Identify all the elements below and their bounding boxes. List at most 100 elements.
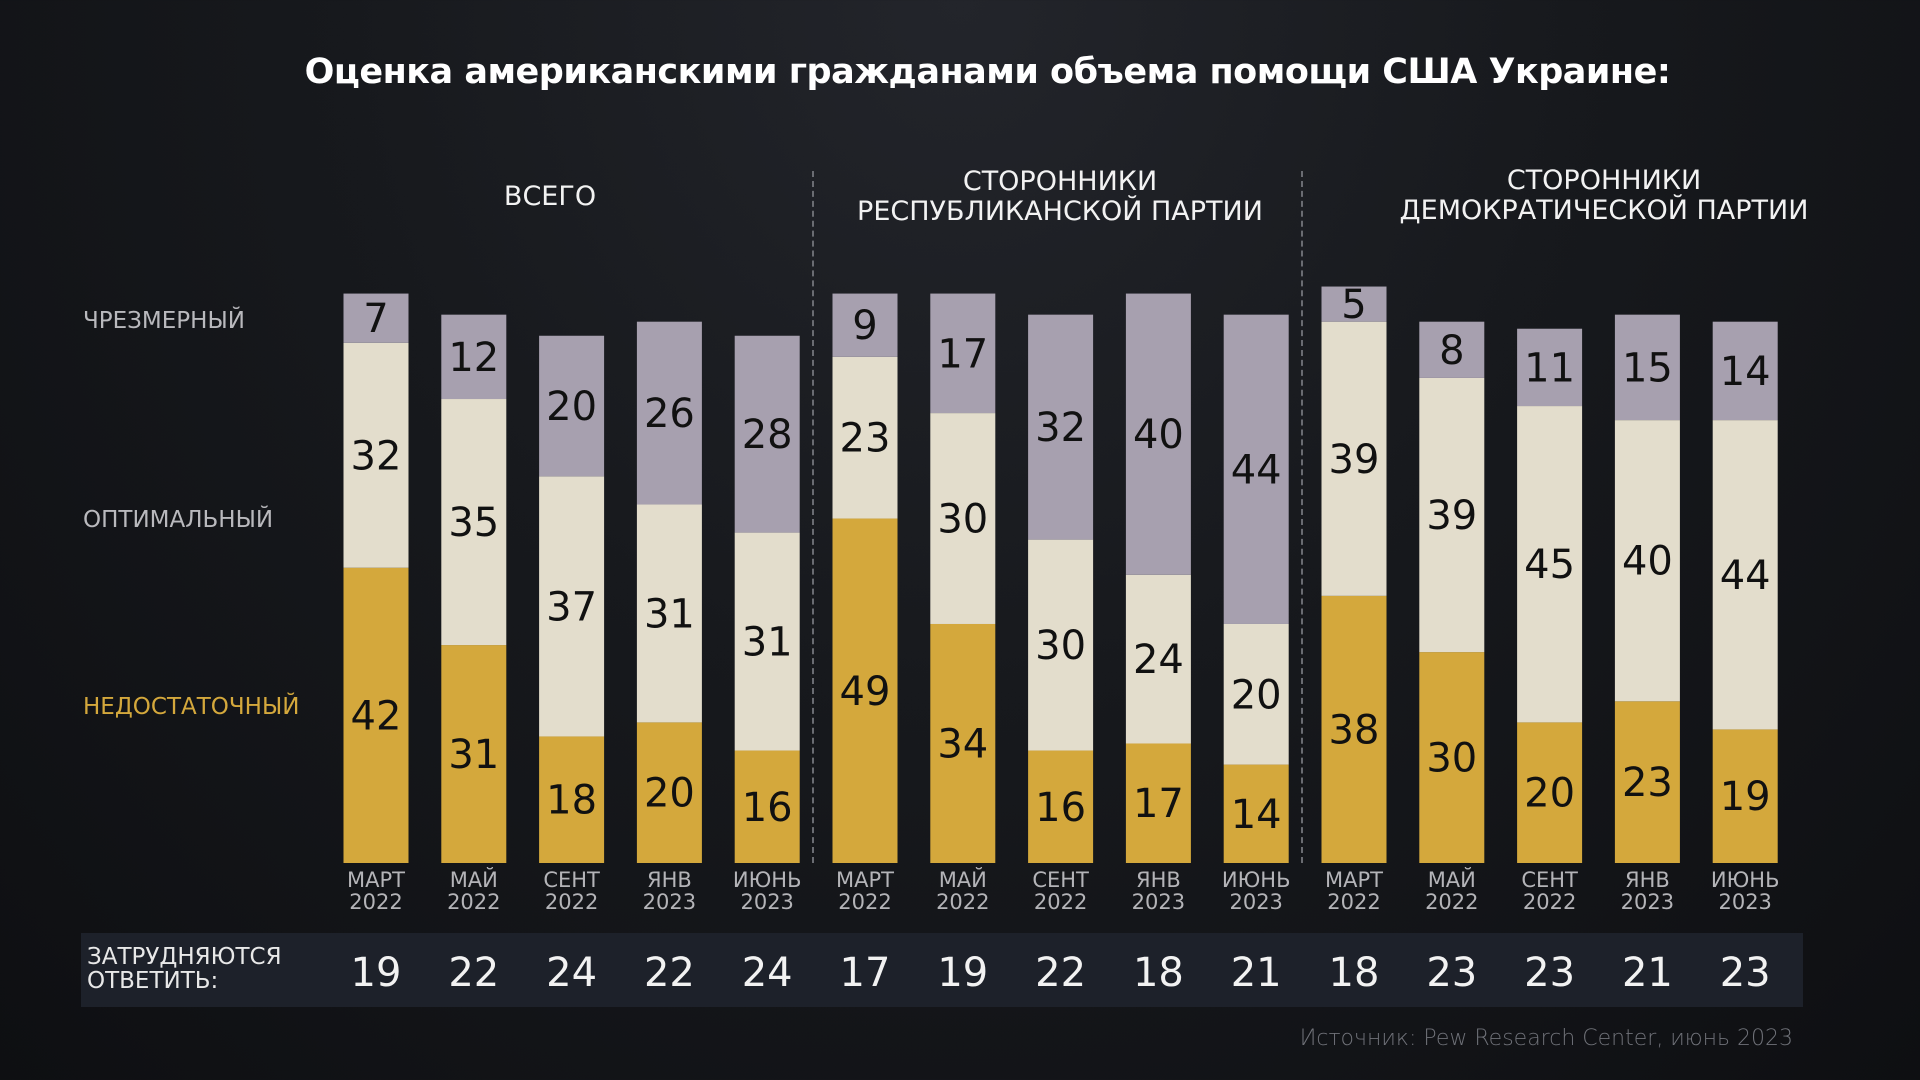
- hard-to-answer-value: 19: [937, 950, 988, 996]
- data-label: 24: [1133, 637, 1184, 683]
- data-label: 14: [1720, 349, 1771, 395]
- x-tick-label-month: МАЙ: [450, 867, 498, 892]
- data-label: 40: [1133, 412, 1184, 458]
- x-tick-label-month: МАРТ: [347, 868, 405, 892]
- hard-to-answer-value: 21: [1622, 950, 1673, 996]
- bar-segment-optimal: [1712, 420, 1778, 730]
- bar-segment-insufficient: [441, 645, 507, 863]
- hard-to-answer-value: 21: [1231, 950, 1282, 996]
- bar-segment-insufficient: [1125, 743, 1191, 863]
- bar-segment-insufficient: [930, 623, 996, 863]
- group-divider: [1301, 171, 1303, 863]
- bar-segment-excessive: [1712, 321, 1778, 421]
- data-label: 40: [1622, 539, 1673, 585]
- x-tick-label-year: 2022: [447, 890, 500, 914]
- group-header-line: ВСЕГО: [503, 181, 597, 212]
- data-label: 15: [1622, 345, 1673, 391]
- bar-segment-optimal: [1614, 420, 1680, 702]
- hard-to-answer-value: 23: [1426, 950, 1477, 996]
- x-tick-label-month: СЕНТ: [543, 868, 600, 892]
- data-label: 49: [840, 669, 891, 715]
- bar-segment-insufficient: [1223, 764, 1289, 863]
- data-label: 20: [644, 771, 695, 817]
- data-label: 16: [742, 785, 793, 831]
- x-tick-label-year: 2023: [1132, 890, 1185, 914]
- x-tick-label-year: 2023: [643, 890, 696, 914]
- bar-segment-excessive: [441, 314, 507, 400]
- bar-segment-optimal: [832, 356, 898, 519]
- x-tick-label-year: 2022: [1327, 890, 1380, 914]
- bar-segment-optimal: [930, 413, 996, 624]
- x-tick-label-year: 2022: [1425, 890, 1478, 914]
- data-label: 17: [937, 331, 988, 377]
- data-label: 34: [937, 721, 988, 767]
- data-label: 44: [1231, 447, 1282, 493]
- data-label: 32: [1035, 405, 1086, 451]
- data-label: 38: [1329, 707, 1380, 753]
- data-label: 7: [363, 296, 388, 342]
- bar-segment-excessive: [1419, 321, 1485, 378]
- data-label: 26: [644, 391, 695, 437]
- bar-segment-excessive: [930, 293, 996, 414]
- data-label: 35: [448, 500, 499, 546]
- data-label: 23: [840, 416, 891, 462]
- x-tick-label-month: ЯНВ: [1136, 868, 1181, 892]
- x-tick-label-year: 2022: [349, 890, 402, 914]
- x-tick-label-year: 2022: [1034, 890, 1087, 914]
- hard-to-answer-value: 18: [1329, 950, 1380, 996]
- data-label: 16: [1035, 785, 1086, 831]
- x-tick-label-month: ИЮНЬ: [1222, 868, 1291, 892]
- bar-segment-insufficient: [343, 567, 409, 863]
- bar-segment-optimal: [343, 342, 409, 568]
- hard-to-answer-value: 24: [742, 950, 793, 996]
- data-label: 32: [351, 433, 402, 479]
- data-label: 23: [1622, 760, 1673, 806]
- data-label: 28: [742, 412, 793, 458]
- hard-to-answer-value: 22: [644, 950, 695, 996]
- x-tick-label-month: МАРТ: [836, 868, 894, 892]
- data-label: 31: [644, 591, 695, 637]
- bar-segment-optimal: [1125, 574, 1191, 744]
- group-header-democrats: СТОРОННИКИ ДЕМОКРАТИЧЕСКОЙ ПАРТИИ: [1400, 166, 1809, 226]
- bar-segment-insufficient: [539, 736, 605, 863]
- bar-segment-excessive: [1321, 286, 1387, 322]
- bar-segment-optimal: [1223, 623, 1289, 765]
- source-note: Источник: Pew Research Center, июнь 2023: [1299, 1026, 1793, 1051]
- hard-to-answer-value: 23: [1524, 950, 1575, 996]
- data-label: 45: [1524, 542, 1575, 588]
- group-header-line: РЕСПУБЛИКАНСКОЙ ПАРТИИ: [857, 196, 1263, 227]
- hard-to-answer-value: 19: [351, 950, 402, 996]
- x-tick-label-month: ИЮНЬ: [1711, 868, 1780, 892]
- x-tick-label-year: 2022: [545, 890, 598, 914]
- hard-to-answer-value: 22: [1035, 950, 1086, 996]
- bar-segment-optimal: [1419, 377, 1485, 653]
- band-label-line: ЗАТРУДНЯЮТСЯ: [87, 944, 282, 970]
- x-tick-label-year: 2023: [1718, 890, 1771, 914]
- data-label: 18: [546, 778, 597, 824]
- chart-title: Оценка американскими гражданами объема п…: [304, 52, 1671, 92]
- x-tick-label-month: МАРТ: [1325, 868, 1383, 892]
- bar-segment-excessive: [734, 335, 800, 533]
- data-label: 30: [1035, 623, 1086, 669]
- bar-segment-excessive: [1223, 314, 1289, 624]
- bar-segment-optimal: [1028, 539, 1094, 751]
- x-tick-label-month: СЕНТ: [1032, 868, 1089, 892]
- bar-segment-optimal: [441, 399, 507, 646]
- group-header-line: ДЕМОКРАТИЧЕСКОЙ ПАРТИИ: [1399, 195, 1809, 226]
- band-label-line: ОТВЕТИТЬ:: [87, 968, 219, 994]
- bar-segment-insufficient: [1712, 729, 1778, 863]
- bar-segment-optimal: [636, 504, 702, 723]
- data-label: 37: [546, 584, 597, 630]
- row-label-optimal: ОПТИМАЛЬНЫЙ: [83, 507, 274, 533]
- bar-segment-excessive: [343, 293, 409, 343]
- bar-segment-insufficient: [1028, 750, 1094, 863]
- x-tick-label-month: ИЮНЬ: [733, 868, 802, 892]
- bar-segment-optimal: [1321, 321, 1387, 596]
- data-label: 20: [546, 384, 597, 430]
- data-label: 12: [448, 335, 499, 381]
- group-header-line: СТОРОННИКИ: [1506, 165, 1702, 196]
- data-label: 31: [448, 732, 499, 778]
- bar-segment-excessive: [1125, 293, 1191, 575]
- x-tick-label-month: МАЙ: [939, 867, 987, 892]
